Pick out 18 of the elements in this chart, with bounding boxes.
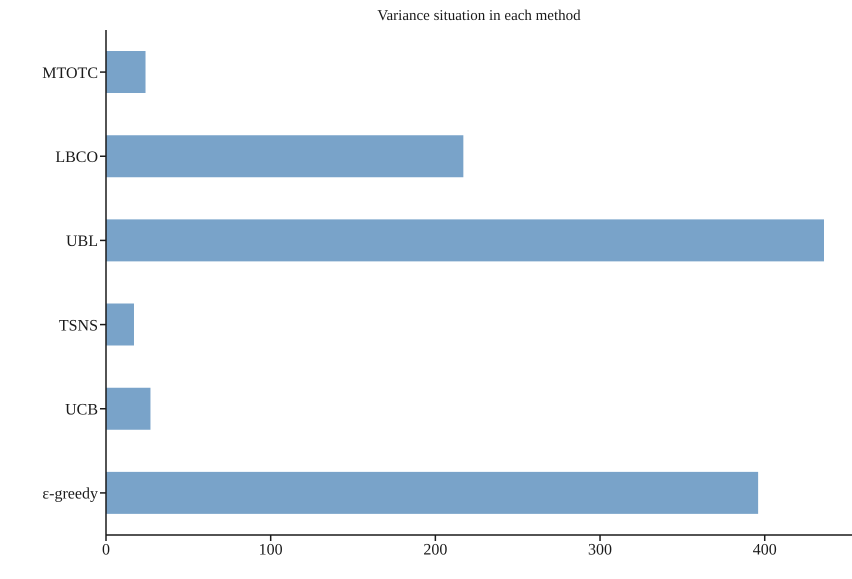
y-tick-label: UBL: [66, 233, 98, 250]
chart-title: Variance situation in each method: [376, 8, 582, 24]
x-tick-label: 300: [588, 541, 612, 558]
x-tick-label: 100: [258, 541, 283, 558]
bar: [106, 304, 134, 346]
x-tick-label: 0: [102, 541, 110, 558]
bar: [106, 135, 464, 178]
bar: [106, 51, 146, 94]
x-tick-label: 200: [423, 541, 448, 558]
y-tick-label: MTOTC: [42, 64, 98, 82]
y-tick-label: UCB: [65, 401, 98, 418]
x-tick-label: 400: [752, 541, 777, 558]
bar: [106, 388, 150, 430]
bar: [106, 219, 824, 262]
y-tick-label: ε-greedy: [42, 486, 98, 503]
bar: [106, 472, 758, 514]
y-tick-label: LBCO: [55, 148, 98, 166]
y-tick-label: TSNS: [58, 317, 98, 334]
